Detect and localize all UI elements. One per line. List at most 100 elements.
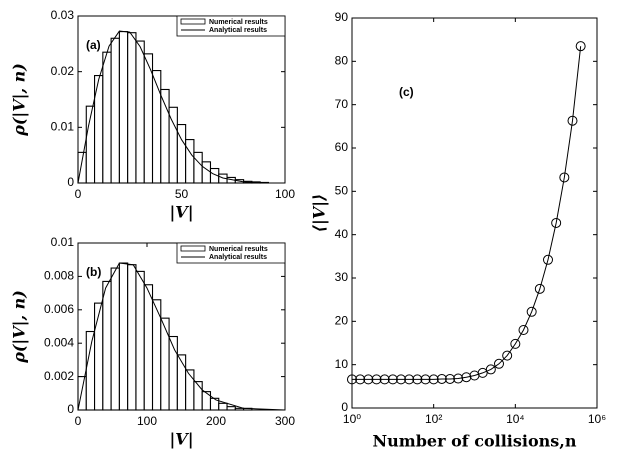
panel-label: (a) bbox=[86, 38, 101, 52]
y-tick-label: 90 bbox=[335, 10, 349, 24]
bar bbox=[143, 53, 154, 184]
y-tick-label: 0.02 bbox=[51, 64, 75, 78]
legend-swatch bbox=[180, 245, 206, 252]
bar bbox=[94, 302, 104, 411]
bar bbox=[234, 407, 245, 411]
x-tick-label: 10⁶ bbox=[588, 412, 606, 426]
y-tick-label: 0.03 bbox=[51, 8, 75, 22]
y-tick-label: 10 bbox=[335, 357, 349, 371]
data-point bbox=[567, 115, 578, 126]
x-tick-label: 0 bbox=[75, 414, 82, 428]
data-point bbox=[510, 338, 521, 349]
bar bbox=[85, 330, 96, 411]
bar bbox=[102, 51, 112, 184]
data-point bbox=[412, 374, 423, 385]
legend-swatch bbox=[180, 18, 206, 25]
data-point bbox=[387, 374, 398, 385]
panel-label: (b) bbox=[86, 265, 101, 279]
legend-label: Analytical results bbox=[209, 254, 267, 261]
y-tick-label: 80 bbox=[335, 54, 349, 68]
bar bbox=[185, 369, 195, 411]
x-tick-label: 10⁴ bbox=[506, 412, 525, 426]
data-point bbox=[428, 374, 439, 385]
data-point bbox=[575, 41, 586, 52]
analytical-curve bbox=[77, 30, 285, 184]
x-axis-label: Number of collisions,n bbox=[373, 432, 577, 451]
data-point bbox=[445, 373, 456, 384]
data-point bbox=[404, 374, 415, 385]
x-tick-label: 10⁰ bbox=[343, 412, 361, 426]
bar bbox=[193, 151, 203, 184]
data-point bbox=[502, 350, 513, 361]
y-tick-label: 0 bbox=[67, 175, 74, 189]
bar bbox=[102, 280, 112, 411]
x-axis-label: |V| bbox=[169, 430, 193, 449]
bar bbox=[135, 40, 145, 184]
y-tick-label: 30 bbox=[335, 270, 349, 284]
bar bbox=[160, 317, 170, 411]
data-point bbox=[518, 325, 529, 335]
y-tick-label: 0.002 bbox=[44, 369, 74, 383]
y-tick-label: 70 bbox=[335, 97, 349, 111]
bar bbox=[110, 37, 120, 184]
bar bbox=[226, 406, 236, 411]
bar bbox=[127, 32, 137, 184]
bar bbox=[218, 402, 228, 411]
x-tick-label: 100 bbox=[275, 187, 295, 201]
y-tick-label: 0.006 bbox=[44, 302, 74, 316]
y-tick-label: 0.01 bbox=[51, 120, 75, 134]
data-point bbox=[420, 374, 431, 385]
y-tick-label: 0.008 bbox=[44, 269, 74, 283]
legend-label: Analytical results bbox=[209, 27, 267, 34]
data-point bbox=[485, 364, 496, 375]
analytical-curve bbox=[77, 262, 286, 411]
data-point bbox=[436, 373, 447, 384]
y-tick-label: 0 bbox=[67, 402, 74, 416]
data-point bbox=[559, 172, 570, 183]
bar bbox=[118, 31, 129, 184]
bar bbox=[201, 391, 212, 411]
x-axis-label: |V| bbox=[169, 203, 193, 222]
bar bbox=[110, 267, 120, 411]
y-tick-label: 50 bbox=[335, 184, 349, 198]
data-point bbox=[396, 374, 407, 385]
panel-label: (c) bbox=[399, 85, 414, 99]
legend-label: Numerical results bbox=[209, 246, 268, 253]
data-point bbox=[371, 374, 382, 385]
legend-label: Numerical results bbox=[209, 19, 268, 26]
bar bbox=[168, 106, 178, 184]
y-tick-label: 0.004 bbox=[44, 335, 74, 349]
y-tick-label: 60 bbox=[335, 140, 349, 154]
bar bbox=[201, 161, 212, 184]
bar bbox=[151, 70, 162, 184]
bar bbox=[143, 284, 154, 411]
data-point bbox=[543, 254, 554, 265]
y-axis-label: ρ(|V|, n) bbox=[10, 63, 29, 137]
x-tick-label: 0 bbox=[75, 187, 82, 201]
y-tick-label: 0.01 bbox=[51, 235, 75, 249]
bar bbox=[193, 381, 203, 411]
data-point bbox=[493, 358, 504, 369]
bar bbox=[118, 262, 129, 411]
y-axis-label: ρ(|V|, n) bbox=[10, 290, 29, 364]
data-point bbox=[379, 374, 390, 385]
data-point bbox=[347, 374, 357, 385]
y-tick-label: 0 bbox=[341, 400, 348, 414]
y-tick-label: 20 bbox=[335, 314, 349, 328]
data-line bbox=[352, 46, 582, 380]
data-point bbox=[453, 373, 464, 384]
x-tick-label: 300 bbox=[275, 414, 295, 428]
data-point bbox=[355, 374, 366, 385]
data-point bbox=[526, 306, 537, 317]
plot-area bbox=[351, 17, 598, 409]
data-point bbox=[461, 372, 472, 383]
bar bbox=[176, 354, 187, 411]
data-point bbox=[363, 374, 374, 385]
y-tick-label: 40 bbox=[335, 227, 349, 241]
bar bbox=[127, 264, 137, 411]
y-axis-label: ⟨|V|⟩ bbox=[310, 194, 329, 233]
x-tick-label: 50 bbox=[175, 187, 189, 201]
data-point bbox=[477, 367, 488, 378]
x-tick-label: 10² bbox=[425, 412, 442, 426]
